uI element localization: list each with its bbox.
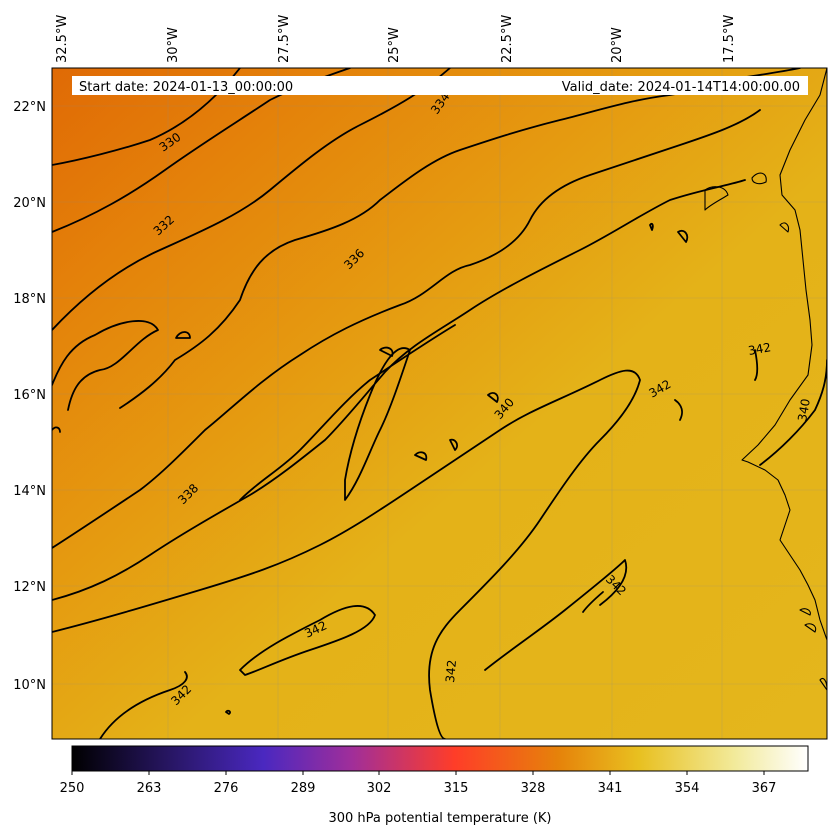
lon-label-20w: 20°W [610,27,625,63]
colorbar-tick-labels: 250 263 276 289 302 315 328 341 354 367 [60,781,777,796]
contour-label-342-a: 342 [747,340,772,358]
colorbar-tick-250: 250 [60,781,85,796]
lon-label-25w: 25°W [387,27,402,63]
valid-date-label: Valid_date: 2024-01-14T14:00:00.00 [562,80,800,95]
colorbar-tick-276: 276 [214,781,239,796]
colorbar-gradient [71,745,809,772]
latitude-labels: 22°N 20°N 18°N 16°N 14°N 12°N 10°N [13,100,46,693]
contour-342 [52,349,759,739]
contour-lines [52,68,827,739]
colorbar: 250 263 276 289 302 315 328 341 354 367 … [60,745,809,826]
lat-label-22n: 22°N [13,100,46,115]
colorbar-tick-354: 354 [675,781,700,796]
contour-label-340-b: 340 [795,398,813,423]
contour-340 [52,179,827,601]
longitude-labels: 32.5°W 30°W 27.5°W 25°W 22.5°W 20°W 17.5… [55,15,737,63]
lat-label-20n: 20°N [13,196,46,211]
lon-label-30w: 30°W [166,27,181,63]
map-panel: 330 332 334 336 338 340 340 342 342 342 … [51,67,828,740]
colorbar-label: 300 hPa potential temperature (K) [328,811,551,826]
contour-islands [175,222,689,715]
contour-342-b [582,591,604,613]
lon-label-27-5w: 27.5°W [277,15,292,63]
map-frame [51,67,828,740]
coastline-africa [741,68,827,641]
lon-label-32-5w: 32.5°W [55,15,70,63]
lon-label-17-5w: 17.5°W [722,15,737,63]
gridlines [52,68,827,739]
contour-330 [52,68,241,166]
colorbar-ticks [71,771,765,775]
colorbar-tick-341: 341 [598,781,623,796]
contour-338 [52,109,761,549]
lon-label-22-5w: 22.5°W [500,15,515,63]
lat-label-14n: 14°N [13,484,46,499]
contour-label-342-e: 342 [443,659,459,683]
lat-label-10n: 10°N [13,678,46,693]
colorbar-tick-328: 328 [521,781,546,796]
colorbar-tick-302: 302 [367,781,392,796]
contour-334 [52,68,451,331]
coastline [704,68,827,691]
lat-label-16n: 16°N [13,388,46,403]
colorbar-tick-263: 263 [137,781,162,796]
temperature-field [52,68,827,739]
lat-label-12n: 12°N [13,580,46,595]
colorbar-tick-289: 289 [291,781,316,796]
header-bar: Start date: 2024-01-13_00:00:00 Valid_da… [72,76,808,95]
coastline-islands [704,172,827,691]
lat-label-18n: 18°N [13,292,46,307]
colorbar-tick-367: 367 [752,781,777,796]
start-date-label: Start date: 2024-01-13_00:00:00 [79,80,293,95]
colorbar-tick-315: 315 [444,781,469,796]
header-background [72,76,808,95]
